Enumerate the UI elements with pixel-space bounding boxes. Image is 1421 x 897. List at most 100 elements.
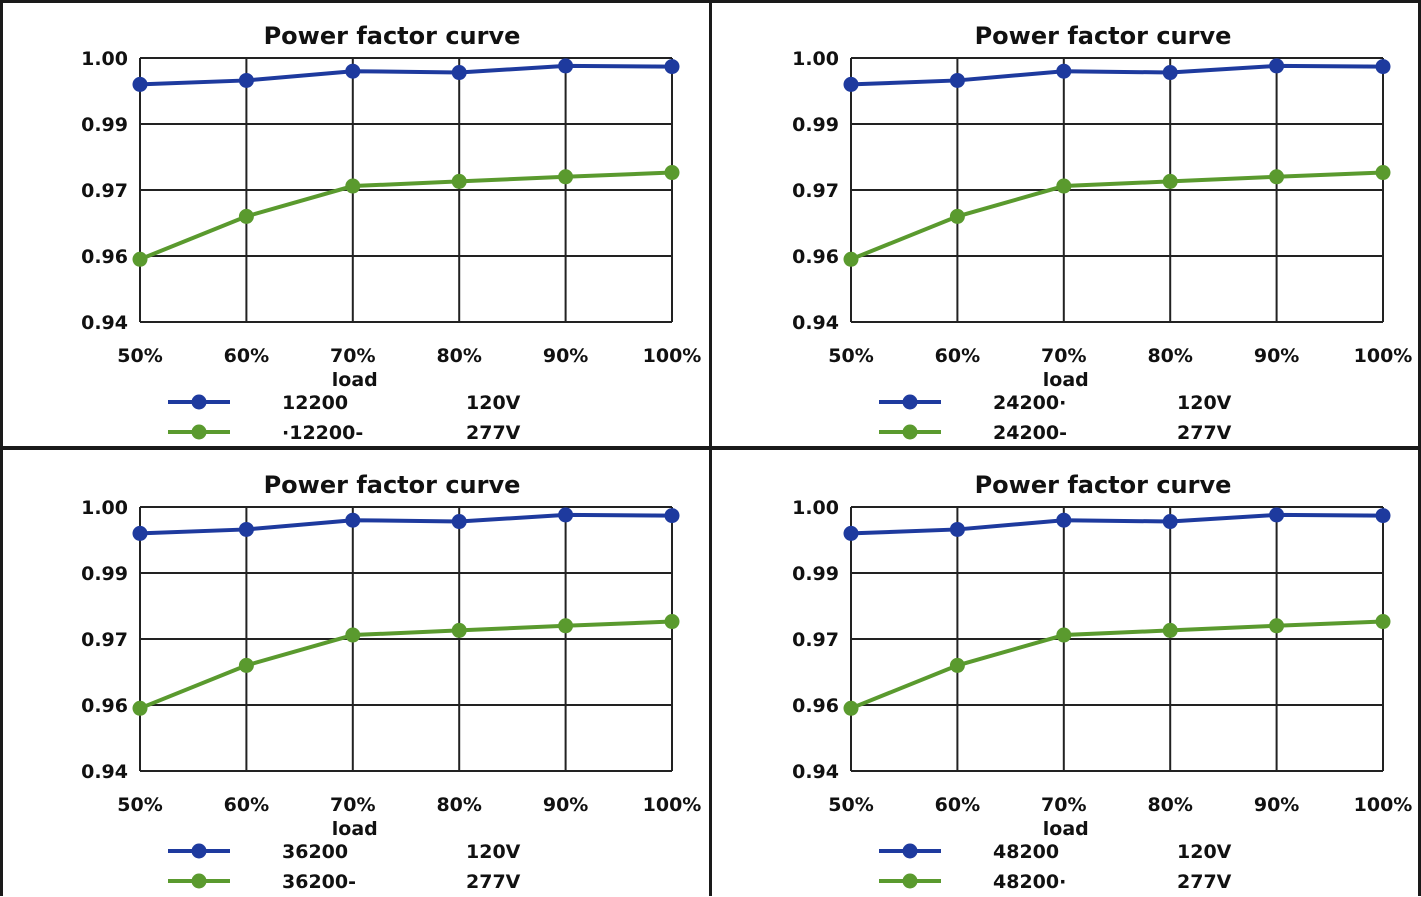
chart-4-title: Power factor curve (975, 471, 1232, 499)
chart-1-series-2-point-0 (132, 251, 148, 267)
chart-3-ytick-label-3: 0.96 (81, 695, 128, 717)
chart-4-xtick-label-2: 70% (1041, 794, 1086, 816)
chart-3-ytick-label-0: 1.00 (81, 497, 128, 519)
chart-2-xtick-label-1: 60% (935, 345, 980, 367)
chart-3-series-1-point-5 (664, 508, 680, 524)
chart-2-series-1-line (850, 63, 1384, 87)
chart-3-xtick-label-1: 60% (224, 794, 269, 816)
chart-1-series-1-point-2 (345, 63, 361, 79)
chart-2-legend-2-name: 24200- (993, 422, 1067, 444)
chart-4-xtick-label-0: 50% (828, 794, 873, 816)
chart-4-ytick-label-4: 0.94 (792, 761, 839, 783)
chart-panel-2: Power factor curve 1.00 0.99 0.97 0.96 0.94 50… (711, 0, 1421, 448)
chart-1-legend-1-marker (191, 394, 207, 410)
chart-2-xaxis-label: load (1043, 369, 1089, 391)
chart-1-title: Power factor curve (264, 22, 521, 50)
chart-3-legend-1-voltage: 120V (466, 841, 521, 863)
chart-1-legend-2-name: ·12200- (282, 422, 363, 444)
chart-4-series-1-point-0 (843, 525, 859, 541)
chart-2-series-2-point-5 (1375, 165, 1391, 181)
chart-4-ytick-label-0: 1.00 (792, 497, 839, 519)
chart-3-ytick-label-2: 0.97 (81, 629, 128, 651)
chart-1-series-1-point-1 (238, 72, 254, 88)
chart-3-legend-1-name: 36200 (282, 841, 348, 863)
chart-1-ytick-label-1: 0.99 (81, 114, 128, 136)
chart-2-series-1-point-2 (1056, 63, 1072, 79)
chart-4-series-1-point-5 (1375, 508, 1391, 524)
chart-2-series-1-point-4 (1269, 58, 1285, 74)
chart-1-series-2-line (139, 170, 673, 262)
chart-2-series-2-point-0 (843, 251, 859, 267)
chart-3-legend-2-voltage: 277V (466, 871, 521, 893)
chart-4-xtick-label-4: 90% (1254, 794, 1299, 816)
chart-1-series-1-point-4 (558, 58, 574, 74)
chart-3-series-2-point-2 (345, 627, 361, 643)
chart-2-series-1-point-0 (843, 76, 859, 92)
chart-4-series-2-line (850, 619, 1384, 711)
chart-1-legend-1-voltage: 120V (466, 392, 521, 414)
chart-2-legend-2-marker (902, 424, 918, 440)
chart-1-xtick-label-1: 60% (224, 345, 269, 367)
chart-3-series-1-point-3 (451, 514, 467, 530)
chart-svg-2: Power factor curve 1.00 0.99 0.97 0.96 0.94 50… (792, 22, 1412, 444)
chart-4-legend-2-voltage: 277V (1177, 871, 1232, 893)
chart-2-ytick-label-0: 1.00 (792, 48, 839, 70)
chart-2-ytick-label-2: 0.97 (792, 180, 839, 202)
chart-4-series-2-point-0 (843, 700, 859, 716)
chart-1-series-1-point-3 (451, 65, 467, 81)
chart-2-legend-2-voltage: 277V (1177, 422, 1232, 444)
chart-svg-3: Power factor curve 1.00 0.99 0.97 0.96 0.94 50… (81, 471, 701, 893)
chart-2-xtick-label-0: 50% (828, 345, 873, 367)
chart-4-series-1-point-1 (949, 521, 965, 537)
chart-3-series-2-point-1 (238, 657, 254, 673)
chart-4-xtick-label-1: 60% (935, 794, 980, 816)
chart-4-series-1-point-2 (1056, 512, 1072, 528)
chart-4-ytick-label-3: 0.96 (792, 695, 839, 717)
chart-4-series-2-point-5 (1375, 614, 1391, 630)
chart-2-xtick-label-2: 70% (1041, 345, 1086, 367)
chart-1-xtick-label-5: 100% (643, 345, 702, 367)
chart-4-legend-2-marker (902, 873, 918, 889)
chart-2-xtick-label-4: 90% (1254, 345, 1299, 367)
chart-3-series-2-point-3 (451, 622, 467, 638)
chart-3-series-1-point-4 (558, 507, 574, 523)
chart-3-ytick-label-4: 0.94 (81, 761, 128, 783)
chart-4-xtick-label-3: 80% (1147, 794, 1192, 816)
chart-2-series-2-point-2 (1056, 178, 1072, 194)
chart-1-series-1-point-5 (664, 59, 680, 75)
chart-4-xaxis-label: load (1043, 818, 1089, 840)
chart-2-ytick-label-1: 0.99 (792, 114, 839, 136)
frame-divider-horizontal (0, 446, 1421, 450)
chart-4-series-2-point-2 (1056, 627, 1072, 643)
chart-4-legend-2-name: 48200· (993, 871, 1066, 893)
chart-1-legend-1-name: 12200 (282, 392, 348, 414)
chart-1-series-2-point-1 (238, 208, 254, 224)
chart-1-xaxis-label: load (332, 369, 378, 391)
chart-3-series-2-line (139, 619, 673, 711)
chart-2-series-2-point-4 (1269, 169, 1285, 185)
chart-3-xtick-label-4: 90% (543, 794, 588, 816)
chart-2-series-2-line (850, 170, 1384, 262)
chart-4-legend-1-name: 48200 (993, 841, 1059, 863)
chart-4-series-2-point-4 (1269, 618, 1285, 634)
chart-1-series-1-line (139, 63, 673, 87)
chart-svg-1: Power factor curve 1.00 0.99 0.97 0.96 0.94 50… (81, 22, 702, 444)
chart-1-legend-2-voltage: 277V (466, 422, 521, 444)
chart-panel-1: Power factor curve 1.00 0.99 0.97 0.96 0.94 50… (0, 0, 710, 448)
chart-panel-4: Power factor curve 1.00 0.99 0.97 0.96 0.94 50… (711, 449, 1421, 897)
chart-2-series-2-point-1 (949, 208, 965, 224)
chart-3-series-1-point-1 (238, 521, 254, 537)
chart-4-series-2-point-1 (949, 657, 965, 673)
chart-3-legend-2-marker (191, 873, 207, 889)
chart-panel-3: Power factor curve 1.00 0.99 0.97 0.96 0.94 50… (0, 449, 710, 897)
chart-1-series-2-point-4 (558, 169, 574, 185)
chart-1-series-1-point-0 (132, 76, 148, 92)
chart-svg-4: Power factor curve 1.00 0.99 0.97 0.96 0.94 50… (792, 471, 1412, 893)
chart-2-series-1-point-1 (949, 72, 965, 88)
chart-1-series-2-point-2 (345, 178, 361, 194)
chart-3-series-1-point-2 (345, 512, 361, 528)
chart-2-series-1-point-5 (1375, 59, 1391, 75)
chart-2-legend-1-voltage: 120V (1177, 392, 1232, 414)
chart-4-series-1-point-3 (1162, 514, 1178, 530)
